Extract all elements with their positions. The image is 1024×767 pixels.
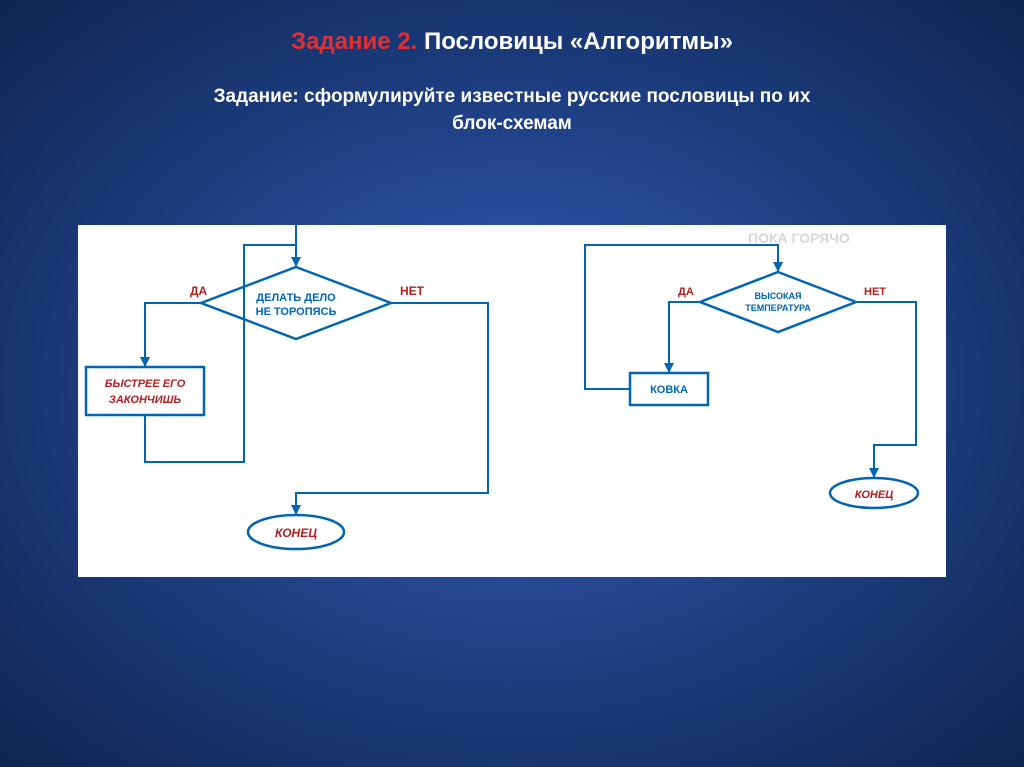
title-prefix: Задание 2. xyxy=(291,28,417,55)
right-no-arrow xyxy=(869,468,879,478)
subtitle-line1: Задание: сформулируйте известные русские… xyxy=(214,86,811,107)
title-main-text: Пословицы «Алгоритмы» xyxy=(417,28,733,55)
right-no-label: НЕТ xyxy=(864,286,886,298)
right-decision-text2: ТЕМПЕРАТУРА xyxy=(745,303,811,313)
right-return-arrow xyxy=(773,262,783,272)
subtitle-line2: блок-схемам xyxy=(452,113,572,134)
right-terminator-text: КОНЕЦ xyxy=(855,489,893,501)
right-no-line xyxy=(856,302,916,478)
left-yes-line xyxy=(145,303,201,367)
ghost-text: ПОКА ГОРЯЧО xyxy=(748,230,850,246)
left-entry-arrow xyxy=(291,257,301,267)
right-yes-label: ДА xyxy=(678,286,694,298)
left-yes-label: ДА xyxy=(190,284,208,298)
slide-title: Задание 2. Пословицы «Алгоритмы» xyxy=(0,0,1024,56)
left-no-arrow xyxy=(291,505,301,515)
left-decision-text1: ДЕЛАТЬ ДЕЛО xyxy=(256,292,336,304)
left-decision-text2: НЕ ТОРОПЯСЬ xyxy=(256,306,337,318)
slide-subtitle: Задание: сформулируйте известные русские… xyxy=(0,84,1024,137)
left-no-line xyxy=(296,303,488,515)
flowchart-container: ПОКА ГОРЯЧО ДЕЛАТЬ ДЕЛО НЕ ТОРОПЯСЬ ДА Б… xyxy=(78,225,946,577)
right-decision-text1: ВЫСОКАЯ xyxy=(754,291,801,301)
right-process-text: КОВКА xyxy=(650,384,688,396)
right-decision xyxy=(700,272,856,332)
right-yes-line xyxy=(669,302,700,373)
flowchart-svg: ПОКА ГОРЯЧО ДЕЛАТЬ ДЕЛО НЕ ТОРОПЯСЬ ДА Б… xyxy=(78,225,946,577)
left-process-text2: ЗАКОНЧИШЬ xyxy=(109,394,182,406)
right-yes-arrow xyxy=(664,363,674,373)
left-process-text1: БЫСТРЕЕ ЕГО xyxy=(105,378,186,390)
left-terminator-text: КОНЕЦ xyxy=(275,526,317,540)
left-process xyxy=(86,367,204,415)
left-yes-arrow xyxy=(140,357,150,367)
left-no-label: НЕТ xyxy=(400,284,425,298)
